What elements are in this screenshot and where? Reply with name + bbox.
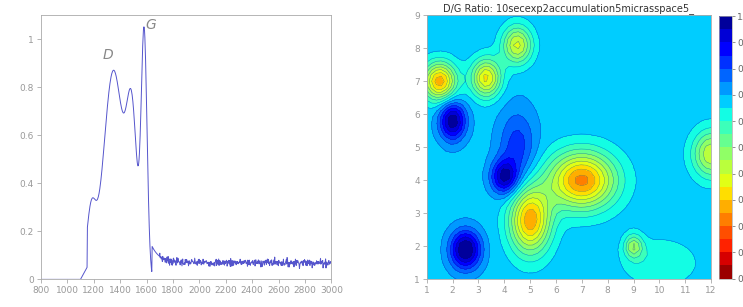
Text: D: D: [103, 48, 114, 62]
Title: D/G Ratio: 10secexp2accumulation5micrasspace5_: D/G Ratio: 10secexp2accumulation5micrass…: [444, 3, 695, 14]
Text: G: G: [146, 18, 157, 32]
